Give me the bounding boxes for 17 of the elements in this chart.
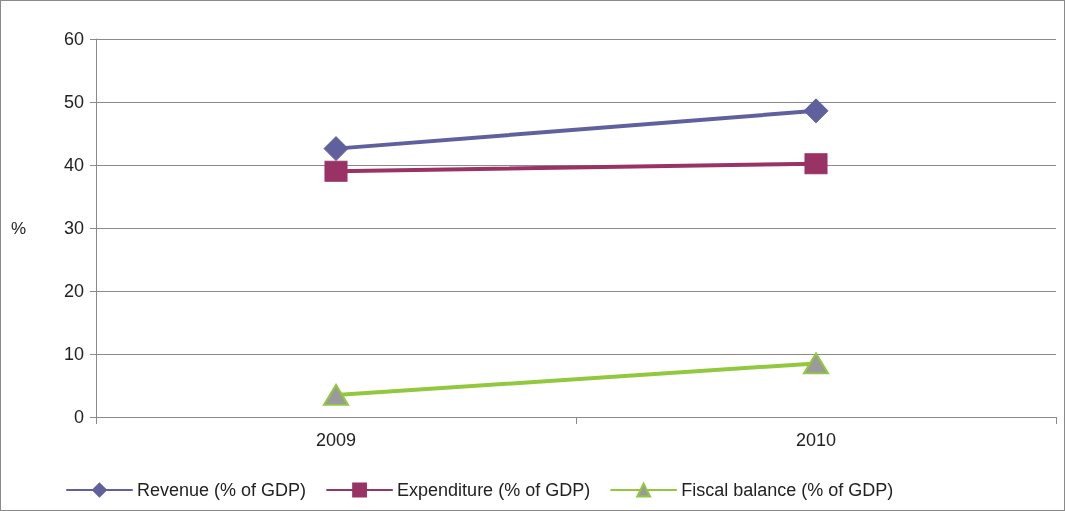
x-tick-label: 2010 xyxy=(795,430,837,450)
x-tick-label: 2009 xyxy=(315,430,357,450)
y-tick-label: 50 xyxy=(63,92,84,112)
y-tick-label: 0 xyxy=(73,407,84,427)
y-tick-label: 40 xyxy=(63,155,84,175)
point xyxy=(803,98,829,124)
legend-label: Fiscal balance (% of GDP) xyxy=(681,480,894,500)
legend-label: Revenue (% of GDP) xyxy=(137,480,307,500)
y-tick-label: 30 xyxy=(63,218,84,238)
point xyxy=(804,153,828,175)
legend-label: Expenditure (% of GDP) xyxy=(397,480,591,500)
y-tick-label: 20 xyxy=(63,281,84,301)
y-tick-label: 10 xyxy=(63,344,84,364)
point xyxy=(324,160,348,182)
point xyxy=(323,136,349,162)
y-tick-label: 60 xyxy=(63,29,84,49)
y-axis-title: % xyxy=(10,218,26,238)
